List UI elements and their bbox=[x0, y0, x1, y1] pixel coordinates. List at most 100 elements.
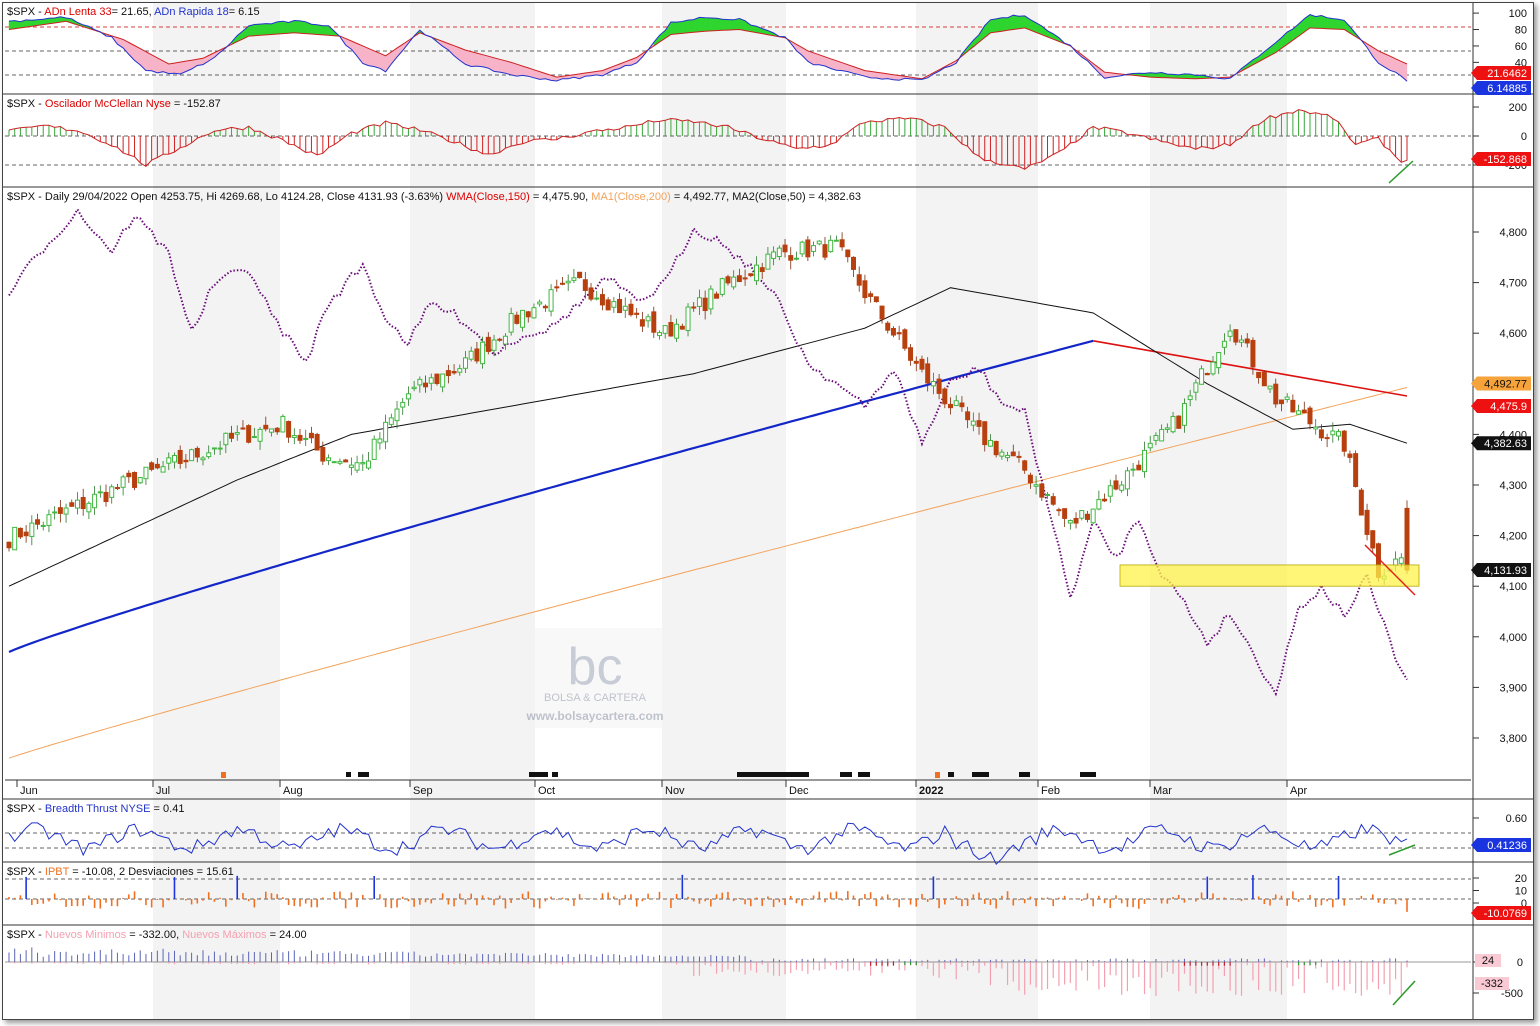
ipbt-tag: -10.0769 bbox=[1484, 908, 1527, 920]
candle-body bbox=[759, 267, 765, 272]
candle-body bbox=[919, 358, 925, 370]
candle bbox=[234, 425, 240, 441]
event-marker bbox=[972, 772, 989, 777]
candle bbox=[1147, 435, 1153, 452]
candle-body bbox=[645, 316, 651, 322]
candle bbox=[1027, 472, 1033, 489]
candle-body bbox=[411, 386, 417, 390]
event-marker bbox=[737, 772, 809, 777]
candle-body bbox=[1313, 426, 1319, 430]
adn-fill-segment bbox=[311, 23, 318, 35]
candle-body bbox=[622, 305, 628, 311]
candle-body bbox=[982, 421, 988, 446]
candle-body bbox=[714, 293, 720, 299]
candle bbox=[23, 525, 29, 543]
candle-body bbox=[748, 273, 754, 277]
candle-body bbox=[6, 541, 12, 549]
candle-body bbox=[1233, 329, 1239, 343]
candle bbox=[896, 325, 902, 341]
candle-body bbox=[320, 446, 326, 462]
candle-body bbox=[1102, 498, 1108, 502]
candle-body bbox=[1187, 395, 1193, 401]
candle-body bbox=[508, 313, 514, 333]
candle bbox=[1176, 415, 1182, 429]
candle bbox=[326, 454, 332, 466]
candle bbox=[696, 289, 702, 316]
candle-body bbox=[976, 420, 982, 427]
candle bbox=[1181, 398, 1187, 433]
chart-canvas[interactable]: bc BOLSA & CARTERA www.bolsaycartera.com… bbox=[3, 3, 1533, 1019]
candle bbox=[537, 299, 543, 307]
candle-body bbox=[725, 276, 731, 284]
breadth-thrust-line bbox=[8, 822, 1408, 866]
candle bbox=[548, 284, 554, 317]
candle-body bbox=[811, 245, 817, 252]
candle-body bbox=[816, 240, 822, 245]
price-ytick-label: 4,800 bbox=[1499, 227, 1527, 239]
candle bbox=[1341, 430, 1347, 457]
candle bbox=[74, 492, 80, 515]
candle bbox=[999, 449, 1005, 460]
candle-body bbox=[1393, 558, 1399, 566]
adn-fill-segment bbox=[470, 51, 478, 67]
candle bbox=[1244, 333, 1250, 348]
candle bbox=[776, 245, 782, 261]
candle-body bbox=[143, 466, 149, 480]
adn-fill-segment bbox=[704, 17, 712, 32]
candle bbox=[1336, 429, 1342, 441]
candle-body bbox=[965, 411, 971, 421]
candle bbox=[211, 447, 217, 455]
candle bbox=[109, 484, 115, 504]
adn-fill-segment bbox=[362, 45, 369, 66]
candle bbox=[771, 246, 777, 266]
adn-fill-segment bbox=[254, 23, 261, 36]
candle bbox=[1296, 404, 1302, 415]
wma150-red-line bbox=[1093, 340, 1408, 397]
newlows-tag-high-bg bbox=[1475, 954, 1501, 967]
candle bbox=[611, 296, 617, 313]
candle-body bbox=[822, 244, 828, 258]
watermark: bc BOLSA & CARTERA www.bolsaycartera.com bbox=[511, 628, 679, 728]
candle bbox=[1096, 490, 1102, 511]
candle-body bbox=[428, 377, 434, 384]
adn-fill-segment bbox=[1315, 15, 1322, 29]
candle-body bbox=[405, 393, 411, 400]
candle bbox=[1159, 424, 1165, 442]
candle bbox=[782, 238, 788, 258]
candle bbox=[457, 364, 463, 376]
candle bbox=[970, 412, 976, 432]
candle-body bbox=[799, 241, 805, 255]
candle-body bbox=[1022, 460, 1028, 471]
candle bbox=[1290, 394, 1296, 413]
candle bbox=[759, 262, 765, 280]
candle bbox=[52, 506, 58, 520]
price-ytick-label: 4,300 bbox=[1499, 480, 1527, 492]
candle bbox=[154, 458, 160, 470]
candle-body bbox=[103, 491, 109, 503]
candle bbox=[411, 380, 417, 392]
breadth-tag-bg bbox=[1471, 838, 1531, 852]
candle bbox=[97, 485, 103, 498]
candle bbox=[748, 273, 754, 278]
candle bbox=[177, 445, 183, 469]
candle-body bbox=[559, 282, 565, 285]
price-divergence-line bbox=[1364, 544, 1416, 596]
candle-body bbox=[1153, 435, 1159, 441]
adn-title: $SPX - ADn Lenta 33= 21.65, ADn Rapida 1… bbox=[7, 6, 260, 18]
candle-body bbox=[908, 347, 914, 361]
candle bbox=[291, 428, 297, 445]
candle bbox=[1016, 451, 1022, 463]
candle-body bbox=[1278, 399, 1284, 405]
candle bbox=[1313, 419, 1319, 435]
adn-fill-segment bbox=[699, 17, 706, 32]
candle bbox=[816, 240, 822, 246]
mcclellan-divergence-line bbox=[1388, 160, 1414, 184]
candle bbox=[868, 291, 874, 303]
candle bbox=[811, 241, 817, 257]
candle bbox=[86, 501, 92, 520]
candle-body bbox=[1239, 339, 1245, 343]
candle-body bbox=[217, 447, 223, 450]
candle-body bbox=[485, 336, 491, 352]
candle-body bbox=[86, 502, 92, 513]
ipbt-ytick-label: 10 bbox=[1515, 886, 1527, 898]
